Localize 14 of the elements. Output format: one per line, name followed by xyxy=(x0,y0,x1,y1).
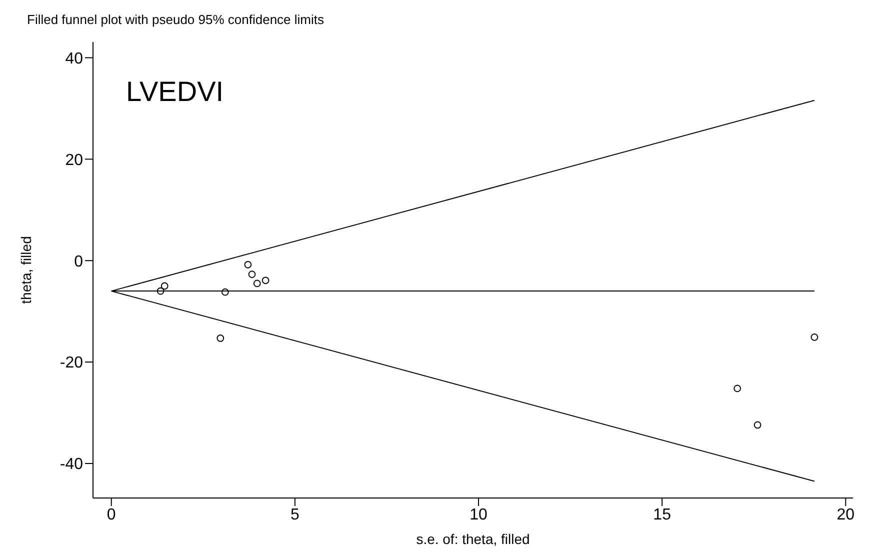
x-axis-title: s.e. of: theta, filled xyxy=(416,531,530,547)
x-tick-label: 15 xyxy=(653,506,672,524)
y-tick-label: -20 xyxy=(60,354,84,372)
x-tick-label: 5 xyxy=(290,506,300,524)
y-tick-label: 40 xyxy=(65,50,84,68)
x-tick-label: 10 xyxy=(470,506,488,524)
x-tick-label: 0 xyxy=(106,506,116,524)
y-axis-title: theta, filled xyxy=(18,236,34,304)
y-tick-label: -40 xyxy=(60,456,84,474)
x-tick-label: 20 xyxy=(836,506,855,524)
chart-title: Filled funnel plot with pseudo 95% confidence limits xyxy=(27,12,324,27)
annotation: LVEDVI xyxy=(126,76,224,108)
y-tick-label: 0 xyxy=(74,253,84,270)
y-tick-label: 20 xyxy=(65,152,84,169)
